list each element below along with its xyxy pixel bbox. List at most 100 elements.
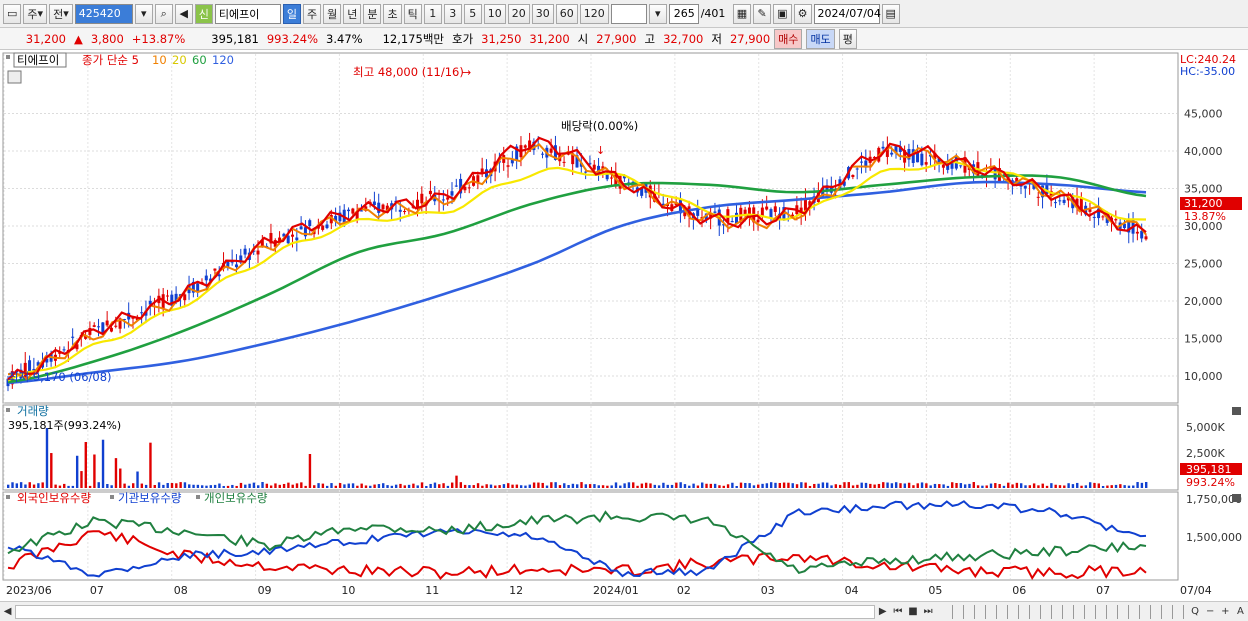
candle-body	[993, 169, 997, 180]
ma-line	[7, 180, 1147, 385]
zoom-out-icon[interactable]: −	[1205, 606, 1215, 617]
last-icon[interactable]: ⏭	[923, 606, 933, 617]
window-menu-icon[interactable]: ▭	[3, 3, 22, 24]
volume-bar	[614, 482, 618, 488]
volume-bar	[925, 483, 928, 488]
candle-body	[920, 153, 924, 166]
panel-close-icon[interactable]	[1232, 494, 1241, 502]
draw-icon[interactable]: ✎	[753, 3, 772, 24]
volume-bar	[347, 483, 350, 488]
chevron-down-icon[interactable]: ▾	[134, 3, 153, 24]
auto-scale-icon[interactable]: A	[1236, 606, 1244, 617]
sell-button[interactable]: 매도	[806, 28, 835, 49]
volume-bar	[317, 483, 320, 488]
grid-icon[interactable]: ▦	[732, 3, 752, 24]
stock-name-field[interactable]: 티에프이	[214, 3, 281, 24]
save-icon[interactable]: ▣	[773, 3, 792, 24]
eval-button[interactable]: 평	[838, 28, 857, 49]
x-tick-label: 2023/06	[6, 584, 52, 597]
period-day[interactable]: 일	[282, 3, 301, 24]
minute-custom-input[interactable]	[610, 3, 647, 24]
minute-10[interactable]: 10	[483, 3, 506, 24]
panel-marker-icon	[110, 495, 114, 499]
minute-5[interactable]: 5	[463, 3, 482, 24]
candle-body	[256, 250, 260, 255]
volume-bar	[1110, 485, 1113, 488]
candle-body	[1079, 197, 1083, 212]
volume-bar	[1145, 482, 1148, 488]
minute-3[interactable]: 3	[443, 3, 462, 24]
volume-bar	[899, 483, 902, 488]
period-month[interactable]: 월	[323, 3, 342, 24]
minute-1[interactable]: 1	[423, 3, 442, 24]
first-icon[interactable]: ⏮	[893, 606, 903, 617]
open-price: 27,900	[596, 31, 637, 46]
minute-120[interactable]: 120	[579, 3, 609, 24]
volume-bar	[84, 442, 87, 488]
gear-icon[interactable]: ⚙	[793, 3, 812, 24]
stop-icon[interactable]: ■	[908, 606, 918, 617]
zoom-in-icon[interactable]: +	[1221, 606, 1230, 617]
volume-bar	[188, 484, 191, 488]
toolbar: ▭ 주 ▾ 전 ▾ 425420 ▾ ⌕ ◀ 신 티에프이 일 주 월 년 분 초 …	[0, 0, 1248, 28]
high-annotation: 최고 48,000 (11/16)	[353, 65, 464, 79]
date-input[interactable]: 2024/07/04	[813, 3, 881, 24]
type-select[interactable]: 전 ▾	[49, 3, 73, 24]
volume-bar	[420, 482, 424, 488]
count-input[interactable]: 265	[668, 3, 699, 24]
dividend-arrow-icon: ↓	[596, 144, 605, 157]
period-week[interactable]: 주	[302, 3, 322, 24]
minute-60[interactable]: 60	[555, 3, 578, 24]
candle-body	[1097, 208, 1101, 219]
volume-bar	[735, 485, 738, 488]
amount: 12,175백만	[382, 31, 444, 46]
minute-20[interactable]: 20	[507, 3, 530, 24]
sound-icon[interactable]: ◀	[174, 3, 193, 24]
volume-bar	[576, 484, 579, 488]
period-year[interactable]: 년	[343, 3, 362, 24]
volume-bar	[537, 482, 540, 488]
candle-body	[1135, 231, 1139, 234]
x-tick-label: 09	[258, 584, 272, 597]
volume-bar	[239, 482, 243, 488]
candle-body	[571, 153, 575, 165]
volume-bar	[838, 484, 842, 488]
volume-bar	[1063, 485, 1066, 488]
volume-bar	[657, 485, 661, 488]
candle-body	[92, 325, 96, 327]
candle-body	[765, 206, 769, 210]
volume-bar	[67, 485, 70, 488]
chevron-down-icon[interactable]: ▾	[648, 3, 667, 24]
minute-30[interactable]: 30	[531, 3, 554, 24]
volume-bar	[485, 484, 488, 488]
candle-body	[213, 268, 217, 271]
calendar-icon[interactable]: ▤	[881, 3, 900, 24]
candle-body	[217, 274, 221, 277]
volume-bar	[696, 485, 700, 488]
buy-button[interactable]: 매수	[774, 28, 803, 49]
scroll-right-icon[interactable]: ▶	[878, 606, 887, 617]
candle-body	[747, 207, 751, 217]
drawing-tools[interactable]	[941, 604, 1188, 619]
horizontal-scrollbar[interactable]: ◀ ▶ ⏮ ■ ⏭ Q − + A	[0, 601, 1248, 621]
market-select[interactable]: 주 ▾	[23, 3, 48, 24]
search-icon[interactable]: ⌕	[154, 3, 173, 24]
scroll-track[interactable]	[15, 604, 876, 619]
volume-bar	[386, 485, 389, 488]
candle-body	[588, 163, 592, 165]
period-second[interactable]: 초	[383, 3, 402, 24]
period-tick[interactable]: 틱	[403, 3, 422, 24]
scroll-left-icon[interactable]: ◀	[3, 606, 12, 617]
chart-area[interactable]: 45,000 40,000 35,000 30,000 25,000 20,000 15,0…	[0, 51, 1248, 601]
candle-body	[773, 206, 777, 212]
volume-bar	[554, 482, 557, 488]
candle-body	[1114, 219, 1118, 221]
panel-close-icon[interactable]	[1232, 407, 1241, 415]
x-tick-label: 10	[341, 584, 355, 597]
volume-bar	[882, 482, 885, 488]
stock-code-input[interactable]: 425420	[74, 3, 133, 24]
volume-bar	[106, 484, 109, 488]
zoom-fit-icon[interactable]: Q	[1191, 606, 1199, 617]
period-minute[interactable]: 분	[363, 3, 382, 24]
table-icon[interactable]	[7, 70, 22, 84]
